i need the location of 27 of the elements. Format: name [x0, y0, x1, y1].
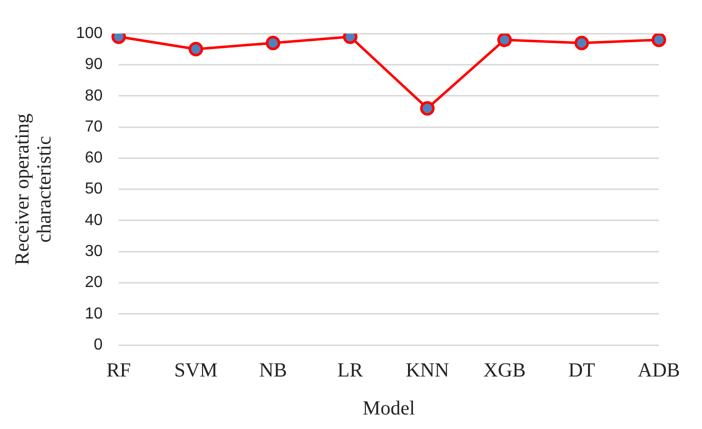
x-axis-title: Model: [362, 397, 416, 420]
y-tick-label: 80: [84, 87, 103, 104]
x-tick-label: RF: [106, 359, 131, 382]
point: [652, 34, 666, 48]
y-tick-label: 0: [94, 336, 103, 354]
point: [574, 36, 589, 50]
y-tick-label: 100: [76, 25, 103, 42]
x-tick-label: LR: [337, 359, 364, 382]
x-tick-label: NB: [259, 359, 287, 382]
y-tick-label: 40: [84, 212, 103, 229]
y-tick-label: 50: [84, 180, 103, 198]
y-tick-label: 70: [84, 118, 103, 136]
y-tick-label: 30: [84, 242, 103, 260]
y-tick-label: 90: [84, 56, 103, 74]
point: [497, 34, 512, 48]
y-tick-label: 20: [84, 274, 103, 292]
point: [266, 36, 280, 50]
point: [420, 101, 435, 116]
x-tick-label: ADB: [638, 359, 680, 382]
x-tick-label: XGB: [483, 359, 526, 382]
y-tick-label: 60: [84, 150, 103, 167]
y-tick-label: 10: [84, 305, 103, 322]
x-tick-label: DT: [568, 359, 596, 382]
x-tick-label: SVM: [174, 359, 218, 382]
point: [188, 42, 204, 56]
x-tick-label: KNN: [406, 359, 450, 382]
y-axis-title: Receiver operating characteristic: [11, 114, 56, 266]
